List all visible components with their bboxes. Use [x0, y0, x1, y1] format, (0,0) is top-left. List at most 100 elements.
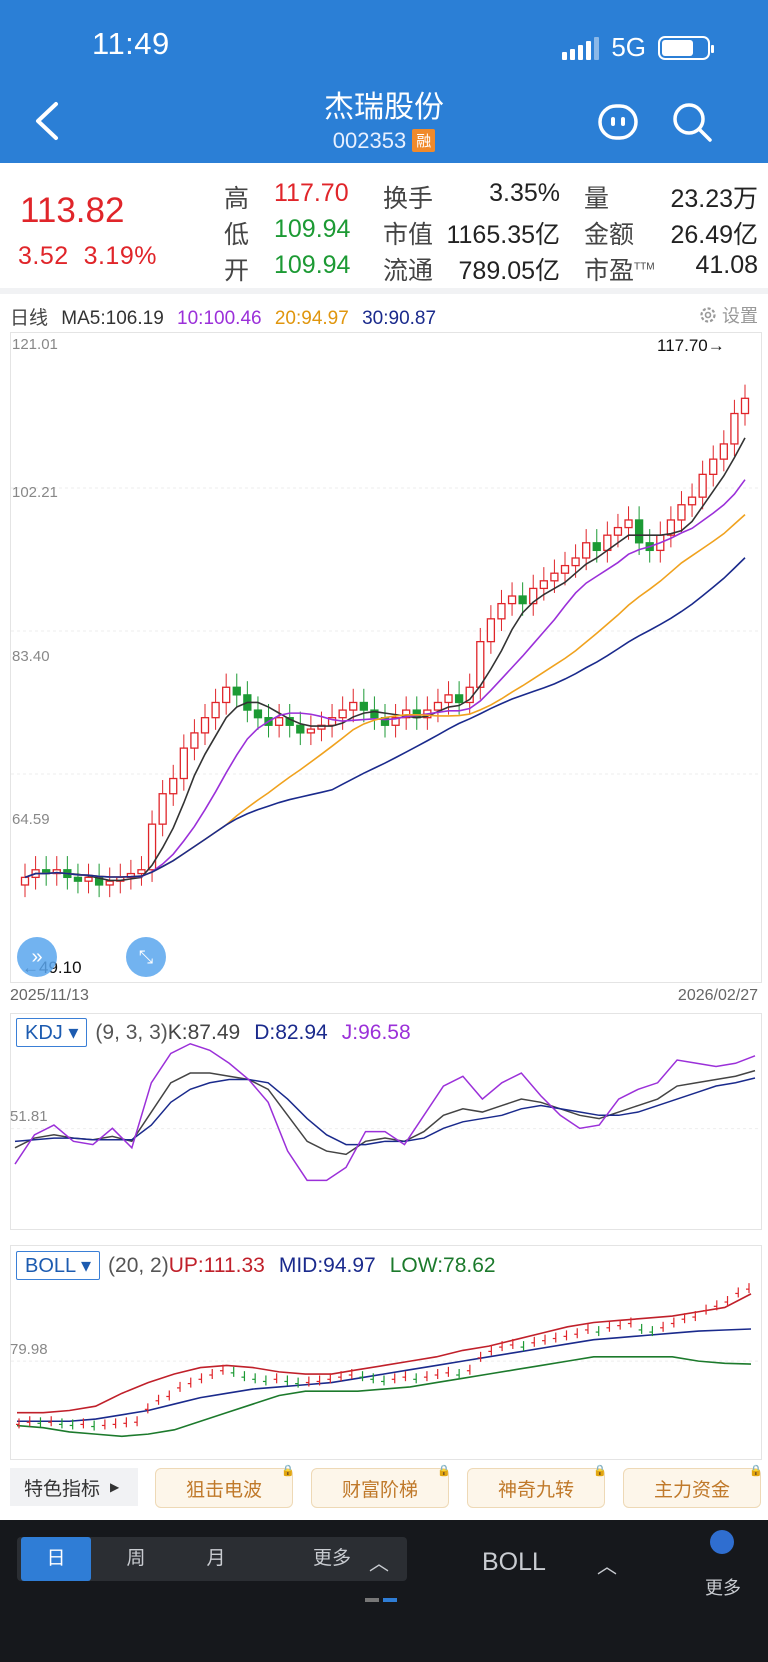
period-day[interactable]: 日	[21, 1537, 91, 1581]
lock-icon: 🔒	[437, 1465, 451, 1477]
expand-left-icon[interactable]: »	[17, 937, 57, 977]
pe-label: 市盈TTM	[584, 257, 655, 285]
candle-body	[274, 717, 284, 726]
candle-body	[560, 564, 570, 574]
high-value: 117.70	[274, 179, 349, 207]
kdj-line	[14, 1042, 756, 1182]
candle-body	[550, 572, 559, 582]
candle-body	[634, 519, 644, 544]
feature-label[interactable]: 特色指标 ▶	[10, 1468, 138, 1506]
candle-body	[497, 602, 506, 620]
candle-body	[20, 876, 30, 886]
candle-body	[179, 747, 188, 780]
status-icons: 5G	[562, 32, 714, 63]
period-month[interactable]: 月	[206, 1548, 226, 1569]
period-more[interactable]: 更多	[312, 1548, 351, 1569]
date-start: 2025/11/13	[10, 987, 89, 1004]
stock-name: 杰瑞股份	[324, 91, 444, 124]
chevron-up-icon[interactable]: ︿	[369, 1553, 389, 1575]
float-label: 流通	[383, 257, 434, 285]
kdj-selector[interactable]: KDJ ▾	[16, 1018, 88, 1047]
max-marker: 117.70→	[657, 336, 725, 355]
ma-line	[24, 557, 746, 879]
period-selector: 日 周 月 更多 ︿	[17, 1537, 407, 1581]
candle-body	[539, 580, 548, 590]
chevron-up-icon[interactable]: ︿	[597, 1556, 617, 1578]
kline-svg	[11, 384, 761, 898]
candle-body	[624, 519, 633, 529]
candle-body	[105, 880, 114, 886]
kdj-chart[interactable]	[10, 1013, 762, 1230]
settings-label: 设置	[722, 306, 758, 326]
robot-icon[interactable]	[596, 100, 640, 144]
search-icon[interactable]	[670, 100, 714, 144]
candle-body	[613, 526, 623, 536]
gear-icon	[700, 307, 716, 323]
candle-body	[518, 595, 527, 605]
kdj-y-tick: 51.81	[10, 1108, 48, 1125]
indicator-tab[interactable]: BOLL	[482, 1548, 546, 1576]
candle-body	[211, 701, 220, 719]
more-button[interactable]: 更多	[705, 1578, 741, 1598]
candle-body	[507, 595, 517, 605]
candle-body	[709, 458, 718, 475]
ma-line	[24, 514, 746, 879]
feature-capital[interactable]: 主力资金 🔒	[623, 1465, 763, 1508]
period-week[interactable]: 周	[126, 1548, 146, 1569]
candle-body	[200, 717, 210, 734]
back-icon[interactable]	[30, 98, 64, 144]
boll-params: (20, 2)	[108, 1253, 169, 1277]
stock-code-row: 002353 融	[0, 128, 768, 154]
candle-body	[476, 640, 485, 688]
boll-mid: MID:94.97	[278, 1253, 376, 1277]
candle-body	[582, 542, 591, 559]
candle-body	[719, 443, 728, 460]
feature-nine[interactable]: 神奇九转 🔒	[467, 1465, 607, 1508]
lock-icon: 🔒	[281, 1465, 295, 1477]
bottom-bar: 日 周 月 更多 ︿ BOLL ︿ 更多	[0, 1520, 768, 1662]
fullscreen-icon[interactable]: ⤡	[126, 937, 166, 977]
candle-body	[73, 876, 83, 882]
candle-body	[84, 876, 93, 882]
mktcap-label: 市值	[383, 221, 434, 249]
more-icon[interactable]	[710, 1530, 734, 1554]
kdj-k: K:87.49	[167, 1020, 241, 1044]
candle-body	[698, 473, 707, 498]
settings-button[interactable]: 设置	[698, 302, 758, 328]
candle-body	[677, 504, 686, 521]
candle-body	[454, 694, 464, 704]
candle-body	[158, 793, 167, 825]
low-value: 109.94	[274, 215, 351, 243]
boll-selector[interactable]: BOLL ▾	[16, 1251, 101, 1280]
margin-badge: 融	[412, 129, 436, 152]
open-label: 开	[224, 257, 250, 285]
signal-icon	[562, 36, 600, 60]
feature-wealth[interactable]: 财富阶梯 🔒	[311, 1465, 451, 1508]
kdj-header: KDJ ▾ (9, 3, 3) K:87.49 D:82.94 J:96.58	[16, 1018, 411, 1047]
period-label: 日线	[10, 308, 49, 329]
feature-row: 特色指标 ▶ 狙击电波 🔒 财富阶梯 🔒 神奇九转 🔒 主力资金 🔒	[0, 1465, 768, 1515]
candle-body	[486, 618, 496, 643]
low-label: 低	[224, 221, 250, 249]
boll-up: UP:111.33	[168, 1253, 265, 1277]
candle-body	[666, 519, 676, 536]
kdj-params: (9, 3, 3)	[95, 1020, 168, 1044]
candle-body	[359, 701, 368, 711]
amount-label: 金额	[584, 221, 635, 249]
boll-chart[interactable]	[10, 1245, 762, 1460]
candle-body	[529, 587, 538, 605]
candle-body	[571, 557, 580, 567]
mktcap-value: 1165.35亿	[446, 221, 560, 249]
y-tick: 102.21	[12, 484, 58, 501]
status-time: 11:49	[92, 26, 170, 61]
ma10-label: 10:100.46	[177, 308, 262, 329]
change-pct: 3.19%	[83, 242, 157, 270]
candle-body	[253, 709, 263, 719]
ma20-label: 20:94.97	[274, 308, 349, 329]
candle-body	[370, 709, 379, 719]
candle-body	[687, 496, 697, 506]
kdj-j: J:96.58	[341, 1020, 411, 1044]
feature-sniper[interactable]: 狙击电波 🔒	[155, 1465, 295, 1508]
candle-body	[391, 717, 400, 726]
kline-chart[interactable]	[10, 332, 762, 983]
